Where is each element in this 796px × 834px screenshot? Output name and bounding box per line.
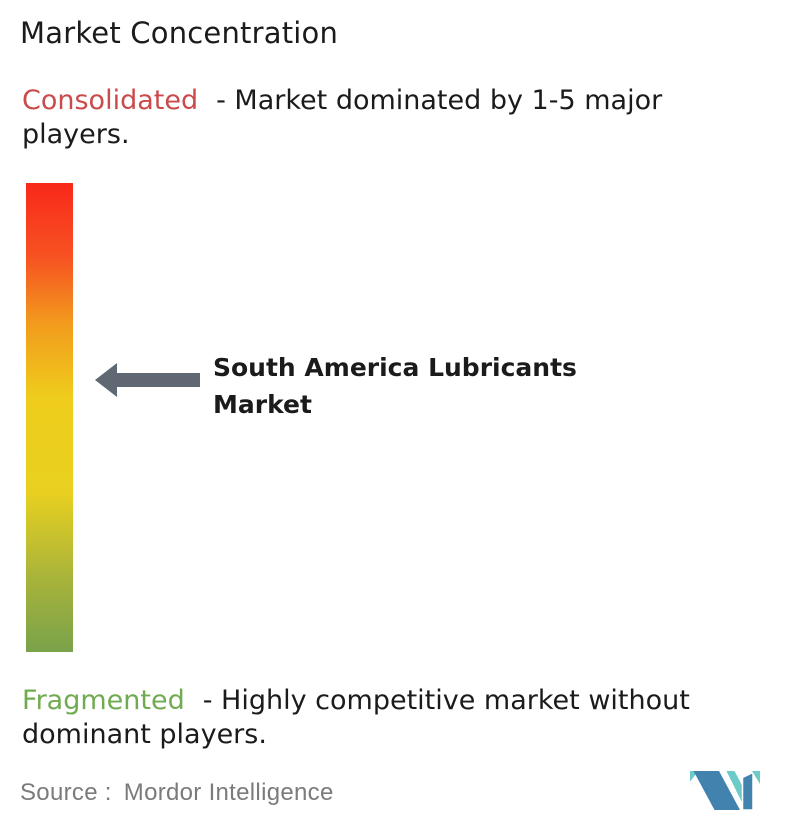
consolidated-desc-line1: - Market dominated by 1-5 major xyxy=(216,85,663,116)
fragmented-desc-line1: - Highly competitive market without xyxy=(202,685,690,716)
left-arrow-shape xyxy=(95,363,200,397)
fragmented-term: Fragmented xyxy=(22,685,185,716)
source-label: Source : xyxy=(20,779,112,806)
source-value: Mordor Intelligence xyxy=(123,779,334,806)
logo-teal-corner-right xyxy=(752,771,760,784)
left-arrow-icon xyxy=(95,363,200,397)
logo-blue-bar xyxy=(741,771,754,810)
market-annotation-line1: South America Lubricants xyxy=(213,353,577,382)
source-line: Source : Mordor Intelligence xyxy=(20,779,334,807)
fragmented-description: Fragmented - Highly competitive market wi… xyxy=(22,684,690,752)
page-title: Market Concentration xyxy=(20,16,339,50)
market-annotation-line2: Market xyxy=(213,390,312,419)
consolidated-desc-line2: players. xyxy=(22,119,130,150)
consolidated-term: Consolidated xyxy=(22,85,199,116)
fragmented-desc-line2: dominant players. xyxy=(22,719,267,750)
mordor-intelligence-logo xyxy=(690,771,760,810)
market-annotation-label: South America Lubricants Market xyxy=(213,349,577,423)
consolidated-description: Consolidated - Market dominated by 1-5 ma… xyxy=(22,84,662,152)
concentration-gradient-bar xyxy=(26,183,73,652)
logo-blue-diagonal xyxy=(693,771,740,810)
